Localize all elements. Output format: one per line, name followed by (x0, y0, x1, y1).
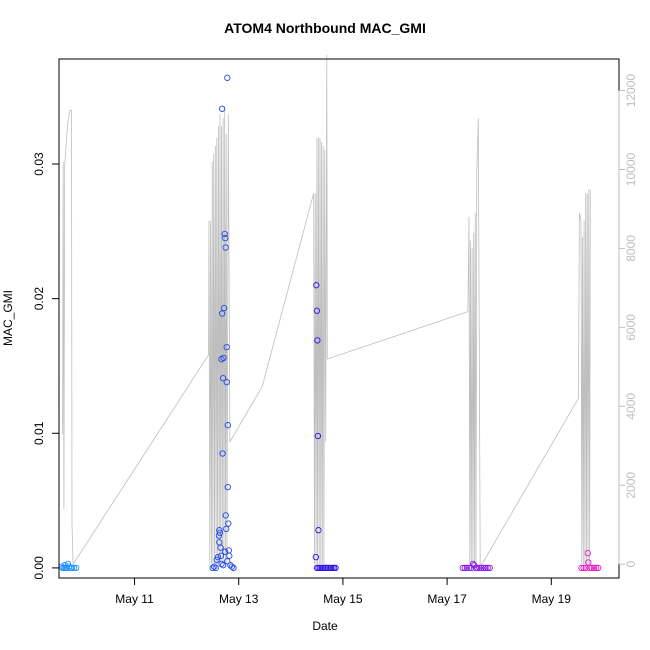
scatter-series-4 (459, 560, 493, 572)
data-point (218, 105, 226, 112)
data-point (578, 564, 585, 572)
scatter-series-2 (209, 74, 237, 572)
data-point (214, 553, 222, 561)
data-point (222, 244, 229, 251)
data-point (584, 549, 591, 557)
data-point (220, 354, 227, 362)
data-point (480, 564, 487, 572)
scatter-series-5 (578, 549, 602, 572)
x-tick-label: May 19 (532, 592, 572, 606)
data-point (61, 562, 68, 569)
points-layer (58, 74, 602, 572)
data-point (461, 564, 468, 572)
data-point (226, 552, 233, 559)
scatter-series-1 (58, 560, 80, 572)
data-point (224, 74, 231, 81)
x-tick-label: May 11 (115, 592, 154, 606)
data-point (73, 564, 80, 572)
y-tick-label: 0.00 (32, 556, 46, 580)
data-point (212, 564, 219, 572)
data-point (221, 230, 228, 238)
data-point (70, 564, 78, 572)
x-tick-label: May 15 (323, 592, 363, 606)
data-point (217, 544, 224, 551)
data-point (315, 527, 322, 534)
data-point (313, 307, 321, 314)
x-tick-label: May 13 (219, 592, 259, 606)
data-point (484, 564, 491, 572)
y2-tick-label: 6000 (624, 314, 638, 341)
data-point (219, 450, 226, 457)
data-point (465, 564, 473, 572)
data-point (223, 343, 230, 351)
x-tick-label: May 17 (427, 592, 467, 606)
data-point (582, 564, 589, 572)
y-tick-label: 0.03 (32, 152, 46, 176)
chart-title: ATOM4 Northbound MAC_GMI (224, 20, 426, 36)
data-point (218, 310, 226, 317)
data-point (595, 564, 602, 572)
data-point (218, 560, 225, 568)
data-point (225, 520, 232, 527)
plot-frame (58, 58, 620, 579)
data-point (476, 564, 483, 572)
data-point (219, 374, 227, 382)
data-point (478, 564, 485, 572)
data-point (209, 564, 216, 572)
data-point (224, 422, 231, 429)
y-axis-label: MAC_GMI (1, 289, 15, 347)
data-point (222, 234, 229, 242)
y2-tick-label: 4000 (624, 393, 638, 420)
data-point (223, 378, 230, 386)
y2-tick-label: 8000 (624, 235, 638, 262)
data-point (224, 558, 231, 565)
data-point (332, 564, 339, 572)
data-point (313, 282, 320, 289)
data-point (486, 564, 493, 572)
data-point (220, 304, 228, 312)
data-point (68, 564, 76, 572)
data-point (224, 483, 231, 491)
data-point (219, 562, 227, 569)
scatter-series-3 (312, 282, 339, 572)
data-point (474, 564, 481, 572)
data-point (592, 564, 600, 572)
x-axis-label: Date (312, 619, 338, 633)
data-point (586, 564, 593, 572)
data-point (314, 337, 321, 344)
data-point (216, 527, 223, 534)
data-point (228, 563, 236, 570)
y-tick-label: 0.02 (32, 287, 46, 311)
data-point (580, 564, 587, 572)
data-point (459, 564, 466, 572)
y2-tick-label: 0 (624, 561, 638, 568)
data-point (312, 553, 319, 561)
axes-layer: May 11 May 13 May 15 May 17 May 19 0.00 0.01 0.… (32, 74, 638, 606)
data-point (216, 529, 224, 537)
data-point (588, 564, 596, 572)
data-point (590, 564, 598, 572)
y2-tick-label: 12000 (624, 74, 638, 108)
y2-tick-label: 10000 (624, 152, 638, 186)
data-point (222, 548, 229, 555)
y2-tick-label: 2000 (624, 472, 638, 499)
data-point (463, 564, 471, 572)
data-point (211, 563, 218, 570)
data-point (222, 512, 229, 519)
secondary-series-line (62, 55, 591, 566)
data-point (217, 552, 225, 559)
secondary-line-layer (62, 55, 591, 566)
data-point (230, 564, 237, 572)
y-tick-label: 0.01 (32, 421, 46, 445)
data-point (482, 564, 489, 572)
data-point (314, 432, 322, 440)
data-point (223, 525, 230, 533)
